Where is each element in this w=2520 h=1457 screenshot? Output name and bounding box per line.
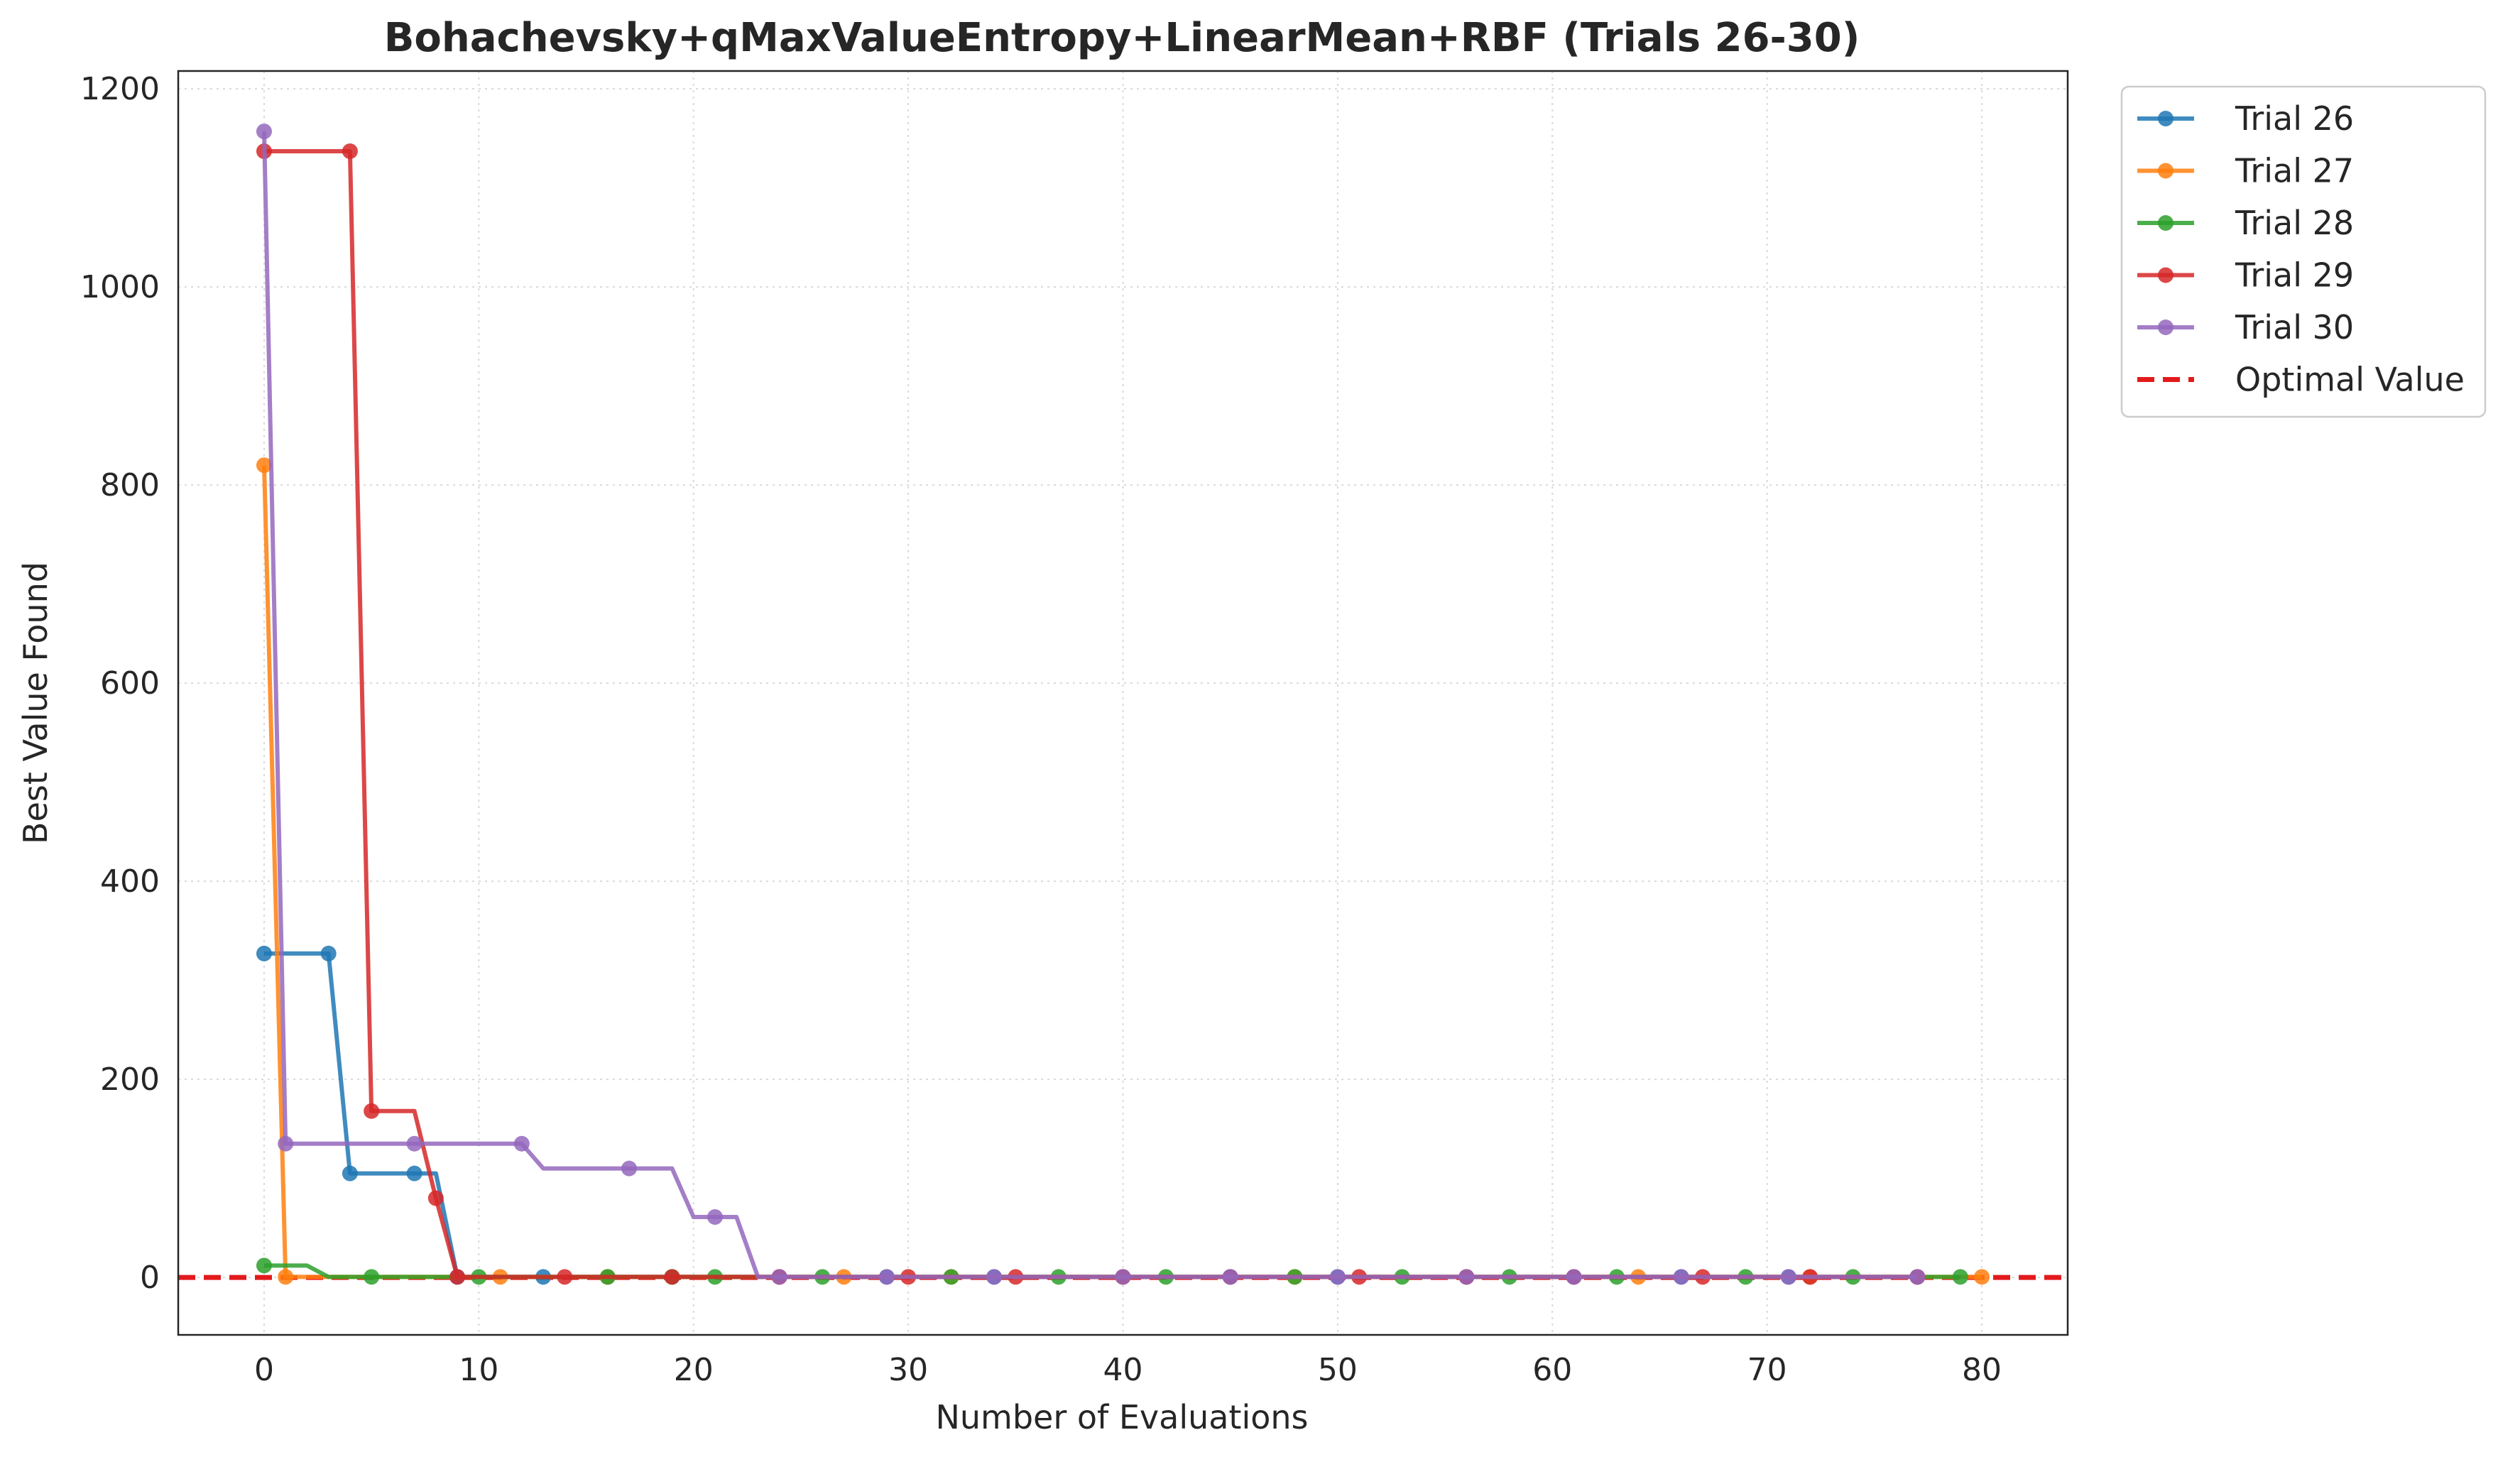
legend-marker: [2158, 163, 2173, 179]
legend-label: Optimal Value: [2235, 361, 2465, 399]
data-point: [449, 1269, 466, 1285]
data-point: [1909, 1269, 1926, 1285]
x-tick-label: 20: [674, 1352, 714, 1388]
x-axis-label: Number of Evaluations: [935, 1398, 1308, 1436]
y-tick-label: 1000: [80, 269, 160, 305]
legend-marker: [2158, 215, 2173, 231]
legend-label: Trial 28: [2235, 204, 2354, 242]
data-point: [1780, 1269, 1796, 1285]
x-tick-label: 60: [1532, 1352, 1572, 1388]
data-point: [342, 1165, 358, 1182]
legend-marker: [2158, 320, 2173, 335]
plot-area: [177, 70, 2069, 1336]
data-point: [1115, 1269, 1131, 1285]
legend-label: Trial 27: [2235, 152, 2354, 190]
data-point: [256, 457, 272, 474]
series-layer: [256, 124, 1990, 1285]
data-point: [278, 1135, 294, 1152]
data-point: [406, 1165, 422, 1182]
data-point: [664, 1269, 680, 1285]
legend: Trial 26 Trial 27 Trial 28 Trial 29 Trial 30…: [2120, 85, 2487, 418]
plot-frame: [177, 70, 2069, 1336]
x-tick-label: 10: [459, 1352, 498, 1388]
legend-frame: [2120, 85, 2487, 418]
plot-background: [178, 71, 2068, 1335]
x-tick-label: 50: [1318, 1352, 1358, 1388]
legend-label: Trial 30: [2235, 308, 2354, 346]
series-5: [256, 124, 1926, 1285]
data-point: [621, 1160, 638, 1177]
legend-item: Trial 28: [2137, 204, 2354, 242]
x-axis: 0 10 20 30 40 50 60 70 80: [254, 1352, 2002, 1388]
x-tick-label: 80: [1962, 1352, 2002, 1388]
data-point: [513, 1135, 530, 1152]
y-tick-label: 600: [100, 665, 160, 702]
data-point: [1566, 1269, 1582, 1285]
data-point: [427, 1190, 444, 1206]
y-tick-label: 1200: [80, 71, 160, 107]
data-point: [320, 945, 337, 961]
data-point: [771, 1269, 787, 1285]
y-axis-label: Best Value Found: [16, 562, 55, 844]
data-point: [1974, 1269, 1990, 1285]
legend-marker: [2158, 267, 2173, 283]
x-tick-label: 0: [254, 1352, 274, 1388]
data-point: [1673, 1269, 1689, 1285]
y-tick-label: 800: [100, 467, 160, 503]
series-line: [262, 131, 1918, 1279]
data-point: [1458, 1269, 1475, 1285]
y-tick-label: 400: [100, 863, 160, 900]
y-tick-label: 0: [140, 1260, 160, 1296]
y-axis: 0 200 400 600 800 1000 1200: [80, 71, 160, 1296]
data-point: [986, 1269, 1003, 1285]
data-point: [1222, 1269, 1238, 1285]
legend-label: Trial 29: [2235, 256, 2354, 295]
x-tick-label: 70: [1747, 1352, 1787, 1388]
data-point: [256, 1257, 272, 1274]
legend-marker: [2158, 111, 2173, 126]
data-point: [364, 1269, 380, 1285]
legend-item: Trial 27: [2137, 152, 2354, 190]
data-point: [256, 124, 272, 140]
chart-title: Bohachevsky+qMaxValueEntropy+LinearMean+…: [384, 15, 1860, 61]
x-tick-label: 40: [1103, 1352, 1143, 1388]
data-point: [256, 945, 272, 961]
data-point: [342, 143, 358, 159]
x-tick-label: 30: [888, 1352, 928, 1388]
data-point: [878, 1269, 895, 1285]
data-point: [1952, 1269, 1968, 1285]
legend-item: Trial 30: [2137, 308, 2354, 346]
data-point: [557, 1269, 573, 1285]
legend-item: Trial 26: [2137, 99, 2354, 138]
data-point: [1329, 1269, 1346, 1285]
legend-item: Trial 29: [2137, 256, 2354, 295]
legend-label: Trial 26: [2235, 99, 2354, 138]
y-tick-label: 200: [100, 1062, 160, 1098]
legend-item: Optimal Value: [2137, 361, 2465, 399]
data-point: [364, 1103, 380, 1119]
data-point: [278, 1269, 294, 1285]
data-point: [707, 1208, 723, 1225]
data-point: [406, 1135, 422, 1152]
